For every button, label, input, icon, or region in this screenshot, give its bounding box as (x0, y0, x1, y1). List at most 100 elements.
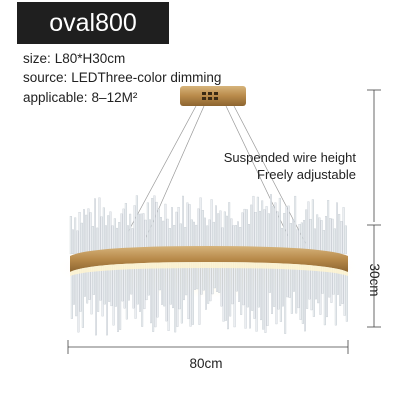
crystal-rod (197, 208, 200, 249)
crystal-rod (266, 263, 269, 326)
crystal-rod (265, 206, 268, 250)
crystal-rod (156, 262, 159, 318)
crystal-rod (155, 201, 158, 250)
crystal-rod (105, 225, 107, 252)
crystal-rod (292, 219, 294, 251)
crystal-rod (224, 261, 227, 321)
crystal-rod (338, 214, 341, 254)
crystal-rod (198, 261, 201, 325)
crystal-rod (127, 225, 129, 251)
crystal-rod (228, 202, 231, 249)
crystal-rod (142, 213, 145, 250)
crystal-rod (283, 213, 286, 251)
crystal-rod (121, 264, 124, 302)
crystal-rod (317, 265, 320, 304)
crystal-rod (276, 211, 279, 250)
crystal-rod (89, 212, 92, 253)
crystal-rod (244, 262, 247, 329)
crystal-rod (241, 212, 244, 249)
crystal-rod (227, 261, 229, 330)
crystal-rod (267, 213, 270, 250)
crystal-rod (91, 226, 94, 253)
crystal-rod (75, 267, 78, 317)
crystal-rod (132, 263, 135, 309)
crystal-rod (161, 262, 163, 305)
crystal-rod (303, 220, 305, 252)
crystal-rod (108, 265, 111, 302)
crystal-rod (252, 195, 255, 249)
crystal-rod (110, 265, 113, 307)
crystal-rod (77, 267, 80, 333)
crystal-rod (199, 197, 202, 249)
crystal-rod (177, 207, 180, 249)
crystal-rod (320, 220, 323, 253)
crystal-rod (249, 262, 251, 329)
height-label: 30cm (367, 263, 382, 297)
crystal-rod (263, 209, 266, 250)
crystal-rod (278, 197, 281, 251)
crystal-rod (190, 219, 193, 249)
crystal-rod (180, 262, 183, 324)
product-title: oval800 (49, 9, 137, 37)
crystal-rod (246, 262, 249, 308)
crystal-rod (139, 263, 141, 312)
crystal-rod (260, 262, 262, 321)
crystal-rod (314, 228, 316, 253)
crystal-rod (329, 218, 332, 254)
spec-applicable-key: applicable: (23, 90, 88, 105)
crystal-rod (312, 265, 315, 317)
crystal-rod (204, 217, 206, 249)
gold-ring (70, 246, 348, 276)
spec-size: size: L80*H30cm (23, 51, 125, 66)
crystal-rod (134, 263, 137, 319)
crystal-rod (319, 266, 322, 315)
crystal-rod (141, 263, 144, 327)
crystal-rod (201, 210, 204, 249)
crystal-rod (146, 202, 149, 250)
crystal-rod (111, 225, 114, 252)
crystal-rod (219, 210, 222, 249)
crystal-rod (189, 261, 192, 327)
crystal-rod (186, 202, 189, 249)
crystal-rod (323, 266, 326, 326)
crystal-rod (162, 220, 165, 249)
crystal-rod (255, 262, 258, 332)
crystal-rod (118, 222, 121, 252)
crystal-rod (308, 265, 311, 300)
crystal-rod (221, 227, 224, 249)
crystal-rod (344, 225, 347, 255)
crystal-rod (245, 209, 248, 249)
crystal-rod (175, 211, 178, 249)
crystal-rod (305, 209, 308, 252)
crystal-rod (85, 214, 88, 254)
crystal-rod (297, 264, 300, 309)
crystal-rod (173, 225, 176, 249)
crystal-rod (334, 267, 337, 326)
spec-source: source: LEDThree-color dimming (23, 70, 221, 85)
crystal-rod (223, 211, 226, 249)
crystal-rod (234, 225, 237, 249)
crystal-rod (325, 216, 327, 253)
crystal-rod (103, 265, 106, 305)
crystal-rod (340, 221, 343, 254)
crystal-rod (240, 262, 243, 315)
crystal-rod (184, 227, 187, 249)
crystal-rod (120, 213, 123, 251)
crystal-rod (90, 266, 93, 315)
crystal-rod (217, 213, 220, 249)
crystal-rod (284, 263, 287, 334)
crystal-rod (259, 210, 261, 250)
crystal-rod (295, 264, 298, 314)
crystal-rod (191, 261, 194, 325)
crystal-rod (253, 262, 256, 319)
crystal-rod (316, 214, 319, 253)
wire-note-line1: Suspended wire height (223, 150, 356, 165)
crystal-rod (254, 212, 257, 249)
crystal-rod (230, 218, 233, 249)
crystal-rod (70, 267, 73, 319)
crystal-rod (169, 262, 172, 305)
crystal-rod (131, 228, 134, 251)
crystal-rod (81, 267, 84, 328)
crystal-rod (310, 265, 313, 311)
